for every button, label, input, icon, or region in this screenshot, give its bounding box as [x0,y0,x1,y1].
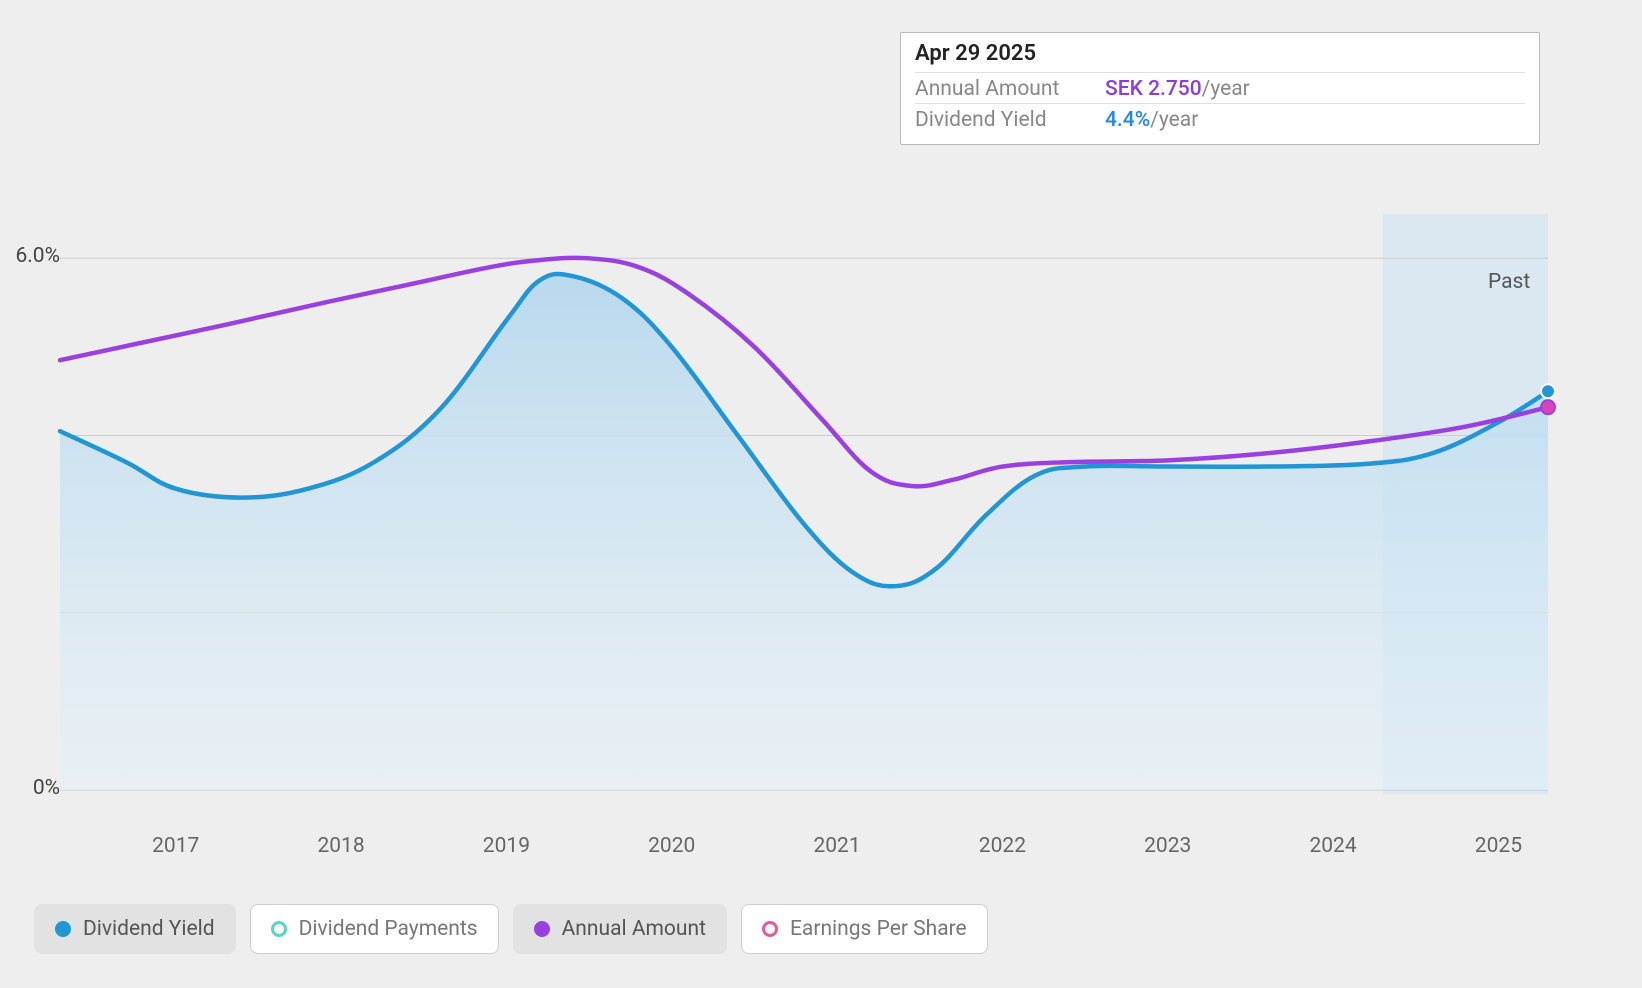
x-tick-label: 2019 [466,834,546,858]
tooltip-row-suffix: /year [1202,77,1250,101]
past-band-label: Past [1488,270,1530,294]
legend-swatch-icon [55,921,71,937]
x-tick-label: 2024 [1293,834,1373,858]
legend-label: Earnings Per Share [790,917,967,941]
legend-label: Dividend Yield [83,917,215,941]
tooltip-row-value: 4.4% [1105,108,1150,132]
dividend-chart: 0% 6.0% 2017 2018 2019 2020 2021 2022 2023 2024 2… [0,0,1642,988]
legend-swatch-icon [534,921,550,937]
legend-item-annual_amount[interactable]: Annual Amount [513,904,727,954]
dividend-yield-area [60,274,1548,790]
tooltip-date: Apr 29 2025 [915,41,1525,72]
tooltip-row: Dividend Yield4.4%/year [915,103,1525,134]
annual-amount-end-marker [1541,400,1555,414]
tooltip-row-value: SEK 2.750 [1105,77,1202,101]
chart-legend: Dividend Yield Dividend Payments Annual Am… [34,904,988,954]
legend-swatch-icon [762,921,778,937]
x-tick-label: 2023 [1128,834,1208,858]
legend-item-eps[interactable]: Earnings Per Share [741,904,988,954]
legend-item-dividend_yield[interactable]: Dividend Yield [34,904,236,954]
x-tick-label: 2018 [301,834,381,858]
y-tick-label: 0% [0,776,60,800]
tooltip-row-suffix: /year [1150,108,1198,132]
chart-tooltip: Apr 29 2025 Annual AmountSEK 2.750/yearD… [900,32,1540,145]
x-tick-label: 2020 [632,834,712,858]
x-tick-label: 2017 [136,834,216,858]
annual-amount-line [60,258,1548,487]
legend-label: Annual Amount [562,917,706,941]
x-tick-label: 2025 [1458,834,1538,858]
legend-label: Dividend Payments [299,917,478,941]
legend-swatch-icon [271,921,287,937]
tooltip-row-label: Dividend Yield [915,108,1105,132]
tooltip-row: Annual AmountSEK 2.750/year [915,72,1525,103]
x-tick-label: 2022 [962,834,1042,858]
dividend-yield-end-marker [1541,384,1555,398]
y-tick-label: 6.0% [0,244,60,268]
legend-item-dividend_payments[interactable]: Dividend Payments [250,904,499,954]
tooltip-row-label: Annual Amount [915,77,1105,101]
x-tick-label: 2021 [797,834,877,858]
